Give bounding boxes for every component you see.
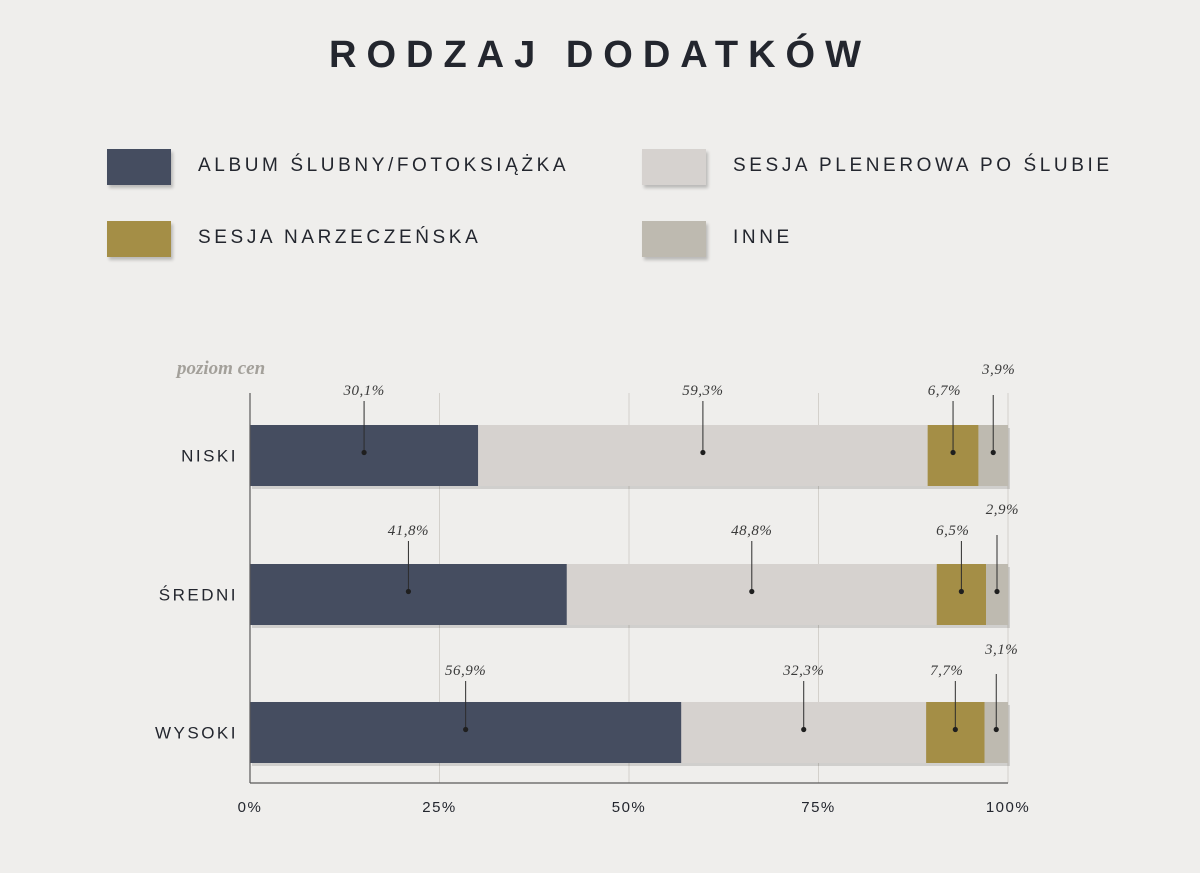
data-label-0-1: 41,8% <box>388 523 429 539</box>
category-label-1: ŚREDNI <box>159 586 238 605</box>
data-label-0-2: 56,9% <box>445 663 486 679</box>
x-tick-label-75: 75% <box>801 799 836 816</box>
legend-label-sesja-plenerowa: SESJA PLENEROWA PO ŚLUBIE <box>733 155 1113 176</box>
legend-swatch-sesja-plenerowa <box>642 149 706 185</box>
legend-label-inne: INNE <box>733 227 793 248</box>
bar-3-2 <box>984 702 1008 763</box>
x-tick-label-0: 0% <box>238 799 263 816</box>
leader-dot-1-2 <box>801 726 807 733</box>
legend-swatch-album <box>107 149 171 185</box>
data-labels: 30,1% 59,3% 6,7% 3,9% 41,8% 48,8% 6,5% 2,9% 56,9… <box>342 362 1019 733</box>
bars <box>250 425 1010 766</box>
legend-label-album: ALBUM ŚLUBNY/FOTOKSIĄŻKA <box>198 155 570 176</box>
leader-dot-2-0 <box>950 449 956 456</box>
x-tick-label-50: 50% <box>612 799 647 816</box>
data-label-2-1: 6,5% <box>936 523 969 539</box>
leader-dot-2-1 <box>958 588 964 595</box>
leader-dot-1-1 <box>749 588 755 595</box>
y-axis-title: poziom cen <box>175 358 265 379</box>
legend-swatch-sesja-narzeczenska <box>107 221 171 257</box>
leader-dot-2-2 <box>952 726 958 733</box>
data-label-1-2: 32,3% <box>782 663 824 679</box>
category-label-0: NISKI <box>181 447 238 466</box>
bar-3-1 <box>986 564 1008 625</box>
leader-dot-0-1 <box>405 588 412 595</box>
data-label-1-0: 59,3% <box>682 383 723 399</box>
leader-dot-3-2 <box>993 726 999 733</box>
data-label-2-0: 6,7% <box>928 383 961 399</box>
data-label-3-2: 3,1% <box>984 642 1018 658</box>
legend-label-sesja-narzeczenska: SESJA NARZECZEŃSKA <box>198 227 482 248</box>
leader-dot-1-0 <box>700 449 706 456</box>
data-label-1-1: 48,8% <box>731 523 772 539</box>
x-tick-label-100: 100% <box>986 799 1030 816</box>
data-label-3-0: 3,9% <box>981 362 1015 378</box>
leader-dot-0-2 <box>463 726 469 733</box>
leader-dot-3-1 <box>994 588 1000 595</box>
chart-title: RODZAJ DODATKÓW <box>329 34 871 76</box>
axes: 0% 25% 50% 75% 100% NISKI ŚREDNI WYSOKI <box>155 393 1030 816</box>
leader-dot-0-0 <box>361 449 367 456</box>
legend-swatch-inne <box>642 221 706 257</box>
data-label-3-1: 2,9% <box>986 502 1019 518</box>
data-label-0-0: 30,1% <box>342 383 384 399</box>
category-label-2: WYSOKI <box>155 724 238 743</box>
x-tick-label-25: 25% <box>422 799 457 816</box>
data-label-2-2: 7,7% <box>930 663 963 679</box>
leader-dot-3-0 <box>990 449 996 456</box>
